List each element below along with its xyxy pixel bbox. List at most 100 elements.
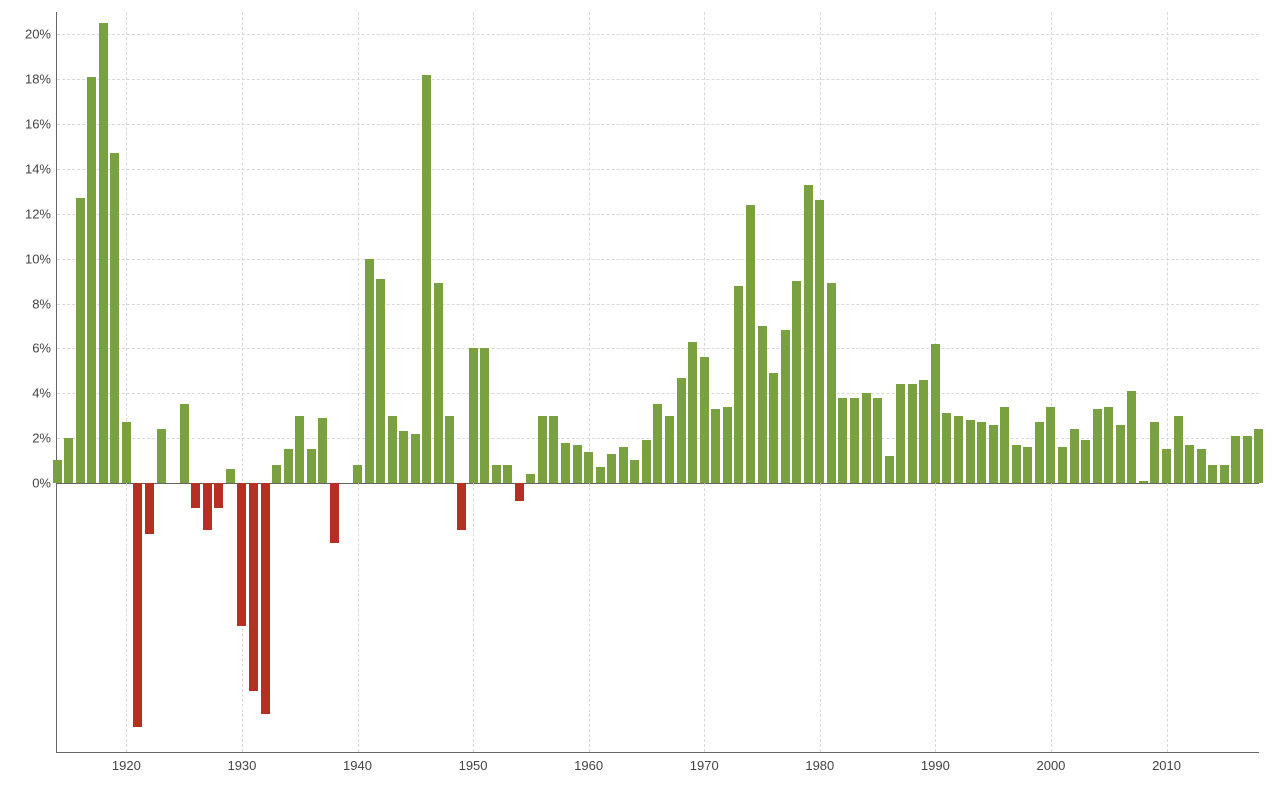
bar xyxy=(873,398,882,483)
bar xyxy=(549,416,558,483)
gridline-h xyxy=(57,169,1259,170)
bar xyxy=(677,378,686,483)
bar xyxy=(422,75,431,483)
bar xyxy=(434,283,443,483)
bar xyxy=(1197,449,1206,483)
gridline-h xyxy=(57,304,1259,305)
gridline-v xyxy=(126,12,127,752)
gridline-h xyxy=(57,214,1259,215)
bar xyxy=(515,483,524,501)
bar xyxy=(53,460,62,482)
bar xyxy=(399,431,408,483)
bar xyxy=(815,200,824,483)
bar xyxy=(1104,407,1113,483)
bar xyxy=(503,465,512,483)
bar xyxy=(1174,416,1183,483)
bar xyxy=(1208,465,1217,483)
x-tick-label: 1930 xyxy=(227,752,256,773)
bar xyxy=(191,483,200,508)
bar xyxy=(966,420,975,483)
bar xyxy=(942,413,951,483)
bar xyxy=(908,384,917,483)
y-tick-label: 18% xyxy=(25,72,57,87)
bar xyxy=(180,404,189,482)
gridline-h xyxy=(57,393,1259,394)
bar xyxy=(249,483,258,692)
bar xyxy=(87,77,96,483)
bar xyxy=(862,393,871,483)
bar xyxy=(746,205,755,483)
bar xyxy=(1127,391,1136,483)
bar xyxy=(445,416,454,483)
y-tick-label: 14% xyxy=(25,161,57,176)
y-tick-label: 16% xyxy=(25,117,57,132)
gridline-h xyxy=(57,124,1259,125)
bar xyxy=(1093,409,1102,483)
plot-area: 0%2%4%6%8%10%12%14%16%18%20%192019301940… xyxy=(56,12,1259,753)
bar xyxy=(214,483,223,508)
bar xyxy=(1046,407,1055,483)
bar xyxy=(596,467,605,483)
bar xyxy=(469,348,478,483)
bar xyxy=(272,465,281,483)
bar xyxy=(896,384,905,483)
bar xyxy=(700,357,709,483)
bar xyxy=(284,449,293,483)
x-tick-label: 1990 xyxy=(921,752,950,773)
bar xyxy=(919,380,928,483)
gridline-v xyxy=(358,12,359,752)
bar xyxy=(122,422,131,483)
bar xyxy=(1162,449,1171,483)
gridline-v xyxy=(242,12,243,752)
bar xyxy=(1023,447,1032,483)
bar xyxy=(642,440,651,483)
bar xyxy=(1081,440,1090,483)
bar xyxy=(781,330,790,482)
gridline-v xyxy=(1051,12,1052,752)
bar xyxy=(1000,407,1009,483)
bar xyxy=(365,259,374,483)
bar xyxy=(492,465,501,483)
bar xyxy=(723,407,732,483)
bar xyxy=(237,483,246,627)
bar xyxy=(769,373,778,483)
bar xyxy=(295,416,304,483)
bar xyxy=(688,342,697,483)
bar xyxy=(653,404,662,482)
bar xyxy=(76,198,85,483)
bar xyxy=(977,422,986,483)
y-tick-label: 2% xyxy=(32,431,57,446)
bar xyxy=(64,438,73,483)
inflation-bar-chart: 0%2%4%6%8%10%12%14%16%18%20%192019301940… xyxy=(0,0,1280,790)
bar xyxy=(1243,436,1252,483)
bar xyxy=(1012,445,1021,483)
bar xyxy=(711,409,720,483)
bar xyxy=(480,348,489,483)
bar xyxy=(307,449,316,483)
bar xyxy=(619,447,628,483)
bar xyxy=(133,483,142,727)
bar xyxy=(665,416,674,483)
bar xyxy=(885,456,894,483)
bar xyxy=(1058,447,1067,483)
bar xyxy=(226,469,235,482)
bar xyxy=(989,425,998,483)
y-tick-label: 20% xyxy=(25,27,57,42)
y-tick-label: 12% xyxy=(25,206,57,221)
bar xyxy=(561,443,570,483)
bar xyxy=(526,474,535,483)
x-tick-label: 2000 xyxy=(1036,752,1065,773)
bar xyxy=(838,398,847,483)
bar xyxy=(411,434,420,483)
gridline-v xyxy=(1167,12,1168,752)
bar xyxy=(318,418,327,483)
gridline-h xyxy=(57,259,1259,260)
x-tick-label: 1950 xyxy=(459,752,488,773)
bar xyxy=(607,454,616,483)
bar xyxy=(1139,481,1148,483)
bar xyxy=(1220,465,1229,483)
bar xyxy=(758,326,767,483)
bar xyxy=(157,429,166,483)
bar xyxy=(261,483,270,714)
bar xyxy=(1185,445,1194,483)
